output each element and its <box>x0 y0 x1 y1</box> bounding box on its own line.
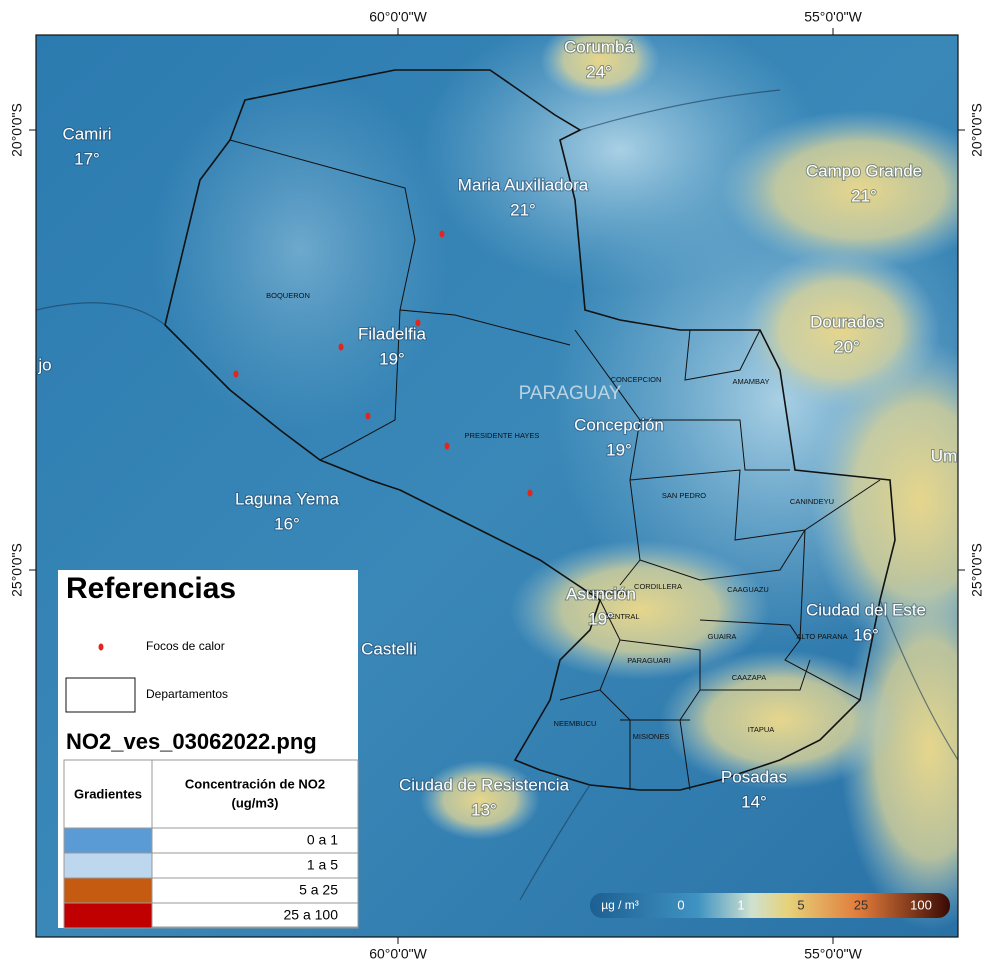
department-label: CONCEPCION <box>611 375 662 384</box>
basemap <box>36 35 958 937</box>
department-label: PARAGUARI <box>627 656 671 665</box>
longitude-label: 55°0'0"W <box>804 946 862 962</box>
legend-item: Departamentos <box>146 687 228 701</box>
legend-title: Referencias <box>66 572 236 605</box>
latitude-label: 20°0'0"S <box>969 103 985 157</box>
heat-spot-icon <box>98 643 104 651</box>
city-name: Laguna Yema <box>235 489 340 508</box>
department-label: ALTO PARANA <box>796 632 847 641</box>
range-label: 1 a 5 <box>307 857 338 873</box>
latitude-label: 25°0'0"S <box>969 543 985 597</box>
colorbar-tick-label: 5 <box>797 897 804 912</box>
map-frame <box>35 34 959 938</box>
city-temperature: 20° <box>834 337 860 356</box>
department-label: ITAPUA <box>748 725 775 734</box>
city-temperature: 24° <box>586 62 612 81</box>
colorbar-ramp <box>590 893 950 918</box>
department-label: AMAMBAY <box>733 377 770 386</box>
city-name: Um <box>931 446 957 465</box>
department-label: BOQUERON <box>266 291 310 300</box>
gradient-swatch <box>63 852 153 879</box>
table-cell <box>151 902 359 929</box>
latitude-label: 20°0'0"S <box>9 103 25 157</box>
longitude-label: 60°0'0"W <box>369 946 427 962</box>
city-name: Maria Auxiliadora <box>458 175 589 194</box>
gradient-swatch <box>63 877 153 904</box>
city-name: Asunción <box>566 584 636 603</box>
longitude-label: 60°0'0"W <box>369 9 427 25</box>
city-name: Campo Grande <box>806 161 922 180</box>
range-label: 5 a 25 <box>299 882 338 898</box>
department-label: CAAGUAZU <box>727 585 769 594</box>
city-temperature: 19° <box>588 609 614 628</box>
gradient-swatch <box>63 902 153 929</box>
city-name: Posadas <box>721 767 787 786</box>
colorbar-tick-label: 100 <box>910 897 932 912</box>
country-label: PARAGUAY <box>519 383 622 404</box>
latitude-label: 25°0'0"S <box>9 543 25 597</box>
range-label: 0 a 1 <box>307 832 338 848</box>
city-temperature: 17° <box>74 149 100 168</box>
city-name: Camiri <box>62 124 111 143</box>
city-temperature: 21° <box>851 186 877 205</box>
table-header: Concentración de NO2 <box>185 776 325 791</box>
department-label: NEEMBUCU <box>554 719 597 728</box>
department-label: CENTRAL <box>604 612 639 621</box>
city-temperature: 13° <box>471 800 497 819</box>
city-name: Filadelfia <box>358 324 427 343</box>
city-name: Castelli <box>361 639 417 658</box>
colorbar-tick-label: 25 <box>854 897 868 912</box>
city-name: jo <box>37 355 51 374</box>
department-label: GUAIRA <box>708 632 737 641</box>
city-name: Corumbá <box>564 37 634 56</box>
city-name: Ciudad de Resistencia <box>399 775 570 794</box>
city-temperature: 16° <box>274 514 300 533</box>
table-header: (ug/m3) <box>232 795 279 810</box>
city-name: Ciudad del Este <box>806 600 926 619</box>
department-label: PRESIDENTE HAYES <box>465 431 540 440</box>
legend-item: Focos de calor <box>146 639 225 653</box>
colorbar-tick-label: 1 <box>737 897 744 912</box>
colorbar: µg / m³ <box>590 893 950 918</box>
city-temperature: 19° <box>379 349 405 368</box>
department-label: ASUNCION <box>588 588 628 597</box>
city-name: Dourados <box>810 312 884 331</box>
department-label: MISIONES <box>633 732 670 741</box>
gradient-swatch <box>63 827 153 854</box>
range-label: 25 a 100 <box>284 907 339 923</box>
department-icon <box>65 677 136 713</box>
colorbar-unit: µg / m³ <box>601 898 639 912</box>
table-header: Gradientes <box>74 786 142 801</box>
legend-table: Gradientes Concentración de NO2 (ug/m3) … <box>63 759 359 929</box>
longitude-label: 55°0'0"W <box>804 9 862 25</box>
city-temperature: 21° <box>510 200 536 219</box>
legend: Referencias Focos de calor Departamentos… <box>58 570 359 929</box>
department-label: CORDILLERA <box>634 582 682 591</box>
department-label: SAN PEDRO <box>662 491 706 500</box>
city-temperature: 14° <box>741 792 767 811</box>
department-label: CANINDEYU <box>790 497 834 506</box>
city-temperature: 16° <box>853 625 879 644</box>
colorbar-tick-label: 0 <box>677 897 684 912</box>
department-label: CAAZAPA <box>732 673 766 682</box>
heat-spots <box>233 230 533 497</box>
city-temperature: 19° <box>606 440 632 459</box>
layer-name: NO2_ves_03062022.png <box>66 729 317 754</box>
city-name: Concepción <box>574 415 664 434</box>
